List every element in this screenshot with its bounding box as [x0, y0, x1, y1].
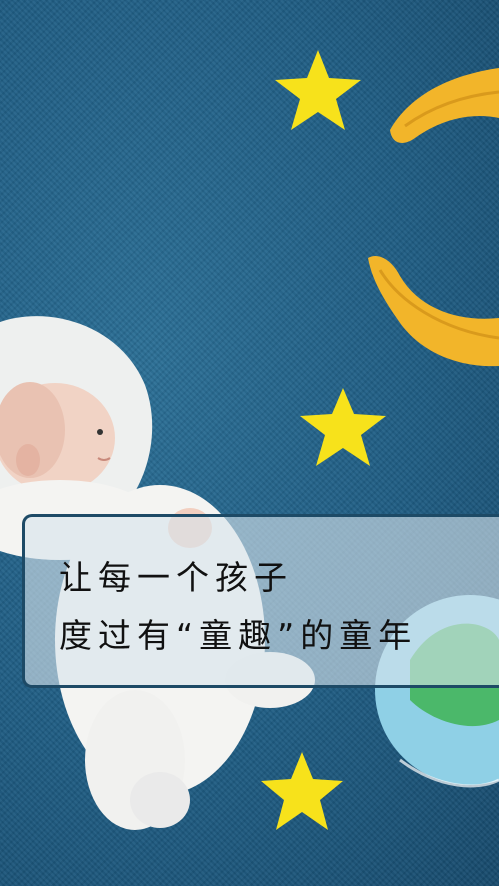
moon-fabric-bottom [368, 256, 499, 367]
star-bottom [261, 752, 343, 830]
slogan-line-2: 度过有“童趣”的童年 [59, 616, 418, 655]
slogan-banner: 让每一个孩子 度过有“童趣”的童年 [22, 514, 499, 688]
slogan-line-1: 让每一个孩子 [59, 558, 293, 597]
star-top [275, 50, 361, 130]
star-middle [300, 388, 386, 466]
